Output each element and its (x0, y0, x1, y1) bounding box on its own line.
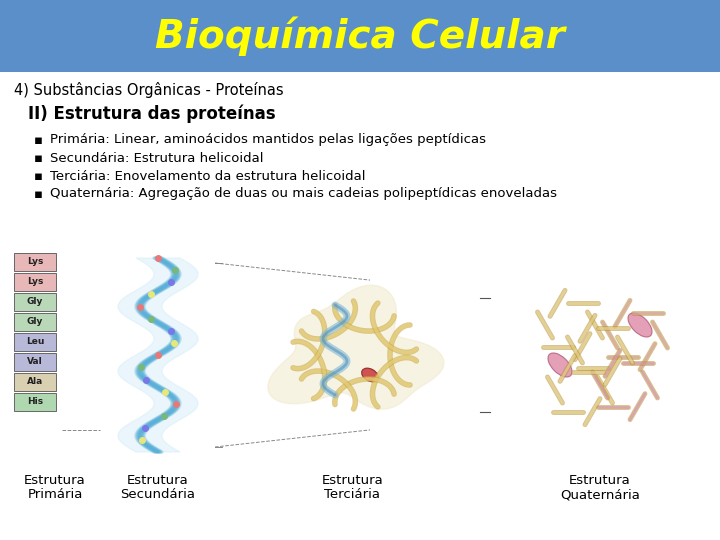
Text: Estrutura: Estrutura (569, 474, 631, 487)
Polygon shape (268, 285, 444, 409)
Polygon shape (118, 258, 198, 452)
Text: ▪: ▪ (34, 187, 42, 200)
Bar (14, 293, 56, 311)
Bar (14, 253, 56, 271)
Bar (0, 0, 720, 72)
Text: Ala: Ala (27, 377, 43, 387)
Text: 4) Substâncias Orgânicas - Proteínas: 4) Substâncias Orgânicas - Proteínas (14, 82, 284, 98)
Bar (14, 333, 56, 351)
Text: Secundária: Estrutura helicoidal: Secundária: Estrutura helicoidal (50, 152, 264, 165)
Text: II) Estrutura das proteínas: II) Estrutura das proteínas (28, 105, 276, 123)
Bar (14, 373, 56, 391)
Bar (14, 353, 56, 371)
Text: Bioquímica Celular: Bioquímica Celular (155, 16, 565, 56)
Bar (14, 313, 56, 331)
Text: Leu: Leu (26, 338, 44, 347)
Text: Quaternária: Agregação de duas ou mais cadeias polipeptídicas enoveladas: Quaternária: Agregação de duas ou mais c… (50, 187, 557, 200)
Text: Estrutura: Estrutura (127, 474, 189, 487)
Text: Val: Val (27, 357, 43, 367)
Text: ▪: ▪ (34, 152, 42, 165)
Text: Secundária: Secundária (120, 489, 195, 502)
Text: Terciária: Terciária (325, 489, 380, 502)
Text: Gly: Gly (27, 318, 43, 327)
Text: Primária: Linear, aminoácidos mantidos pelas ligações peptídicas: Primária: Linear, aminoácidos mantidos p… (50, 133, 486, 146)
Ellipse shape (548, 353, 572, 377)
Text: Lys: Lys (27, 258, 43, 267)
Text: Primária: Primária (27, 489, 83, 502)
Text: ▪: ▪ (34, 170, 42, 183)
Ellipse shape (628, 313, 652, 337)
Text: ▪: ▪ (34, 133, 42, 146)
Text: Estrutura: Estrutura (322, 474, 383, 487)
Text: Estrutura: Estrutura (24, 474, 86, 487)
Text: Quaternária: Quaternária (560, 489, 640, 502)
Ellipse shape (361, 368, 378, 382)
Bar (14, 393, 56, 411)
Text: Gly: Gly (27, 298, 43, 307)
Bar (14, 273, 56, 291)
Text: Terciária: Enovelamento da estrutura helicoidal: Terciária: Enovelamento da estrutura hel… (50, 170, 366, 183)
Text: His: His (27, 397, 43, 407)
Text: Lys: Lys (27, 278, 43, 287)
